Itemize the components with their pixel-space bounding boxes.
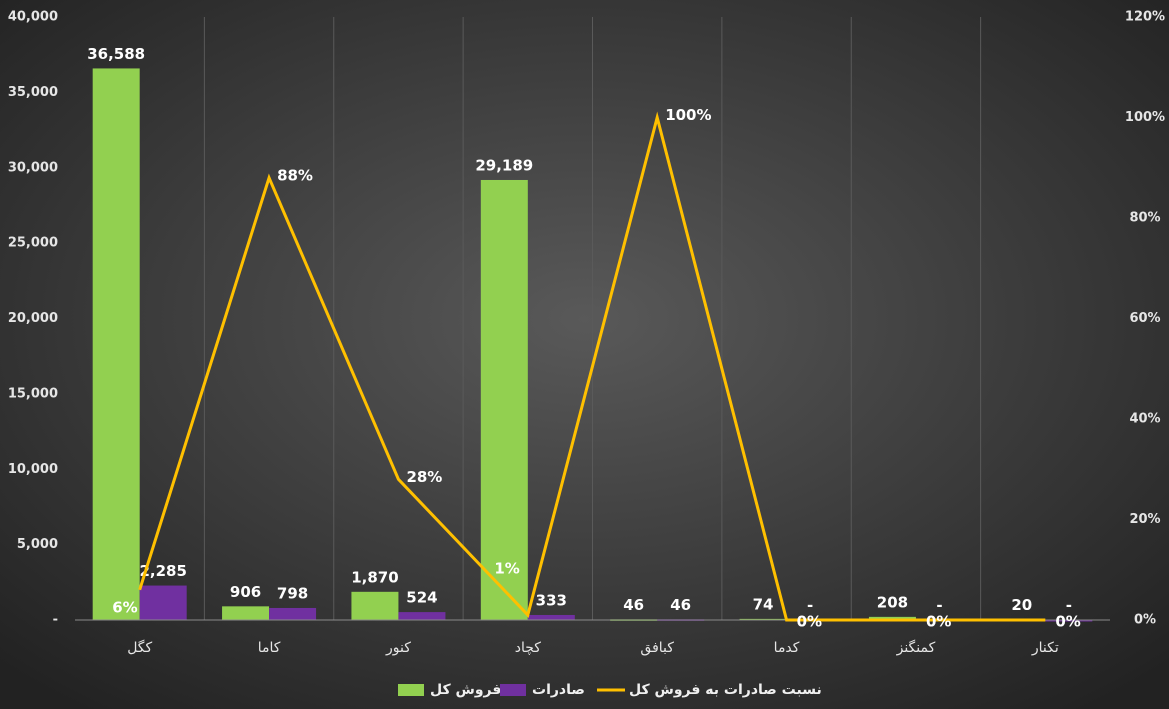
legend-label: نسبت صادرات به فروش کل bbox=[629, 682, 822, 698]
bar bbox=[222, 606, 270, 620]
value-label: 906 bbox=[230, 583, 261, 601]
x-tick-label: کمنگنز bbox=[896, 639, 936, 656]
bar bbox=[92, 68, 140, 620]
y-tick-label: 20,000 bbox=[8, 311, 58, 326]
y2-tick-label: 80% bbox=[1129, 211, 1160, 226]
y-tick-label: 10,000 bbox=[8, 462, 58, 477]
y-tick-label: 35,000 bbox=[8, 85, 58, 100]
y-tick-label: - bbox=[53, 613, 58, 628]
legend-swatch bbox=[398, 684, 424, 696]
y2-tick-label: 60% bbox=[1129, 311, 1160, 326]
y-tick-label: 5,000 bbox=[17, 537, 58, 552]
line-value-label: 1% bbox=[494, 559, 519, 577]
y2-tick-label: 120% bbox=[1125, 10, 1165, 25]
line-value-label: 28% bbox=[406, 468, 442, 486]
value-label: - bbox=[936, 597, 942, 615]
y2-tick-label: 0% bbox=[1134, 613, 1156, 628]
x-tick-label: کگل bbox=[127, 639, 152, 656]
y-tick-label: 40,000 bbox=[8, 10, 58, 25]
bar bbox=[398, 612, 446, 620]
line-value-label: 88% bbox=[277, 166, 313, 184]
value-label: - bbox=[807, 597, 813, 615]
x-tick-label: کبافق bbox=[640, 640, 674, 656]
value-label: 2,285 bbox=[139, 562, 186, 580]
value-label: 46 bbox=[670, 596, 691, 614]
value-label: 208 bbox=[877, 593, 908, 611]
y2-tick-label: 100% bbox=[1125, 110, 1165, 125]
line-value-label: 100% bbox=[665, 106, 711, 124]
y-tick-label: 30,000 bbox=[8, 160, 58, 175]
value-label: 29,189 bbox=[475, 156, 533, 174]
bar bbox=[351, 591, 399, 620]
line-value-label: 0% bbox=[1055, 613, 1080, 631]
x-tick-label: کدما bbox=[774, 640, 800, 656]
value-label: 46 bbox=[623, 596, 644, 614]
legend-swatch bbox=[500, 684, 526, 696]
line-value-label: 6% bbox=[112, 598, 137, 616]
value-label: 333 bbox=[536, 591, 567, 609]
value-label: 524 bbox=[406, 589, 437, 607]
line-value-label: 0% bbox=[926, 613, 951, 631]
value-label: 20 bbox=[1011, 596, 1032, 614]
y2-tick-label: 20% bbox=[1129, 512, 1160, 527]
y-tick-label: 15,000 bbox=[8, 386, 58, 401]
value-label: - bbox=[1066, 597, 1072, 615]
value-label: 798 bbox=[277, 584, 308, 602]
x-tick-label: کنور bbox=[385, 640, 411, 656]
value-label: 36,588 bbox=[87, 45, 145, 63]
x-tick-label: تکنار bbox=[1031, 640, 1059, 656]
bar bbox=[480, 179, 528, 620]
x-tick-label: کچاد bbox=[515, 640, 542, 656]
bar bbox=[527, 614, 575, 620]
bar bbox=[139, 585, 187, 620]
value-label: 1,870 bbox=[351, 568, 398, 586]
x-tick-label: کاما bbox=[258, 640, 281, 656]
bar bbox=[1045, 620, 1093, 622]
legend-label: صادرات bbox=[532, 682, 585, 698]
value-label: 74 bbox=[753, 595, 774, 613]
bar bbox=[269, 607, 317, 620]
y-tick-label: 25,000 bbox=[8, 236, 58, 251]
line-series bbox=[138, 111, 1046, 622]
legend-label: فروش کل bbox=[430, 682, 501, 698]
y2-tick-label: 40% bbox=[1129, 412, 1160, 427]
bar bbox=[868, 616, 916, 620]
line-value-label: 0% bbox=[797, 613, 822, 631]
